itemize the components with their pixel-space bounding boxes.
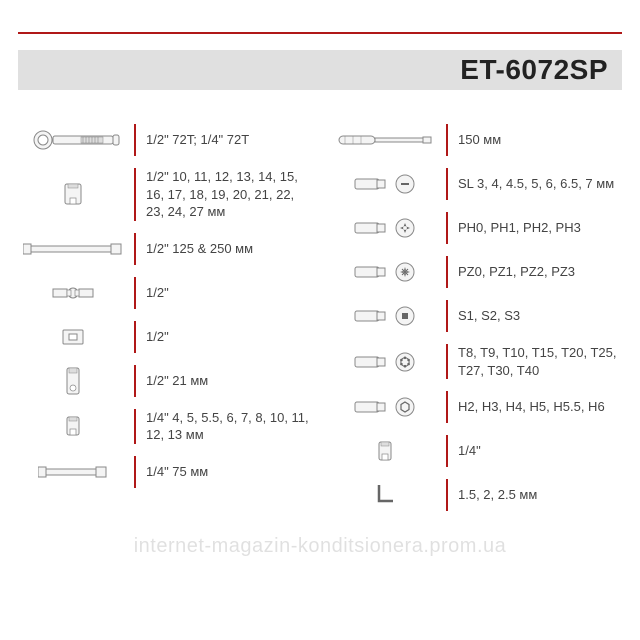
extension-bar-short-icon (18, 466, 128, 478)
spec-text: H2, H3, H4, H5, H5.5, H6 (454, 398, 622, 416)
spec-row: T8, T9, T10, T15, T20, T25, T27, T30, T4… (330, 338, 622, 385)
row-divider (440, 256, 454, 288)
bit-hex-icon (330, 397, 440, 417)
spec-text: PZ0, PZ1, PZ2, PZ3 (454, 263, 622, 281)
row-divider (440, 344, 454, 379)
row-divider (128, 168, 142, 221)
spark-plug-socket-icon (18, 366, 128, 396)
spec-text: 1/4" 75 мм (142, 463, 310, 481)
spec-text: 1/2" 10, 11, 12, 13, 14, 15, 16, 17, 18,… (142, 168, 310, 221)
spec-text: S1, S2, S3 (454, 307, 622, 325)
universal-joint-icon (18, 283, 128, 303)
bit-pozi-icon (330, 262, 440, 282)
spec-row: PZ0, PZ1, PZ2, PZ3 (330, 250, 622, 294)
spec-text: 150 мм (454, 131, 622, 149)
top-rule (18, 32, 622, 34)
spec-row: S1, S2, S3 (330, 294, 622, 338)
spec-row: 1/4" (330, 429, 622, 473)
spec-row: 1/4" 4, 5, 5.5, 6, 7, 8, 10, 11, 12, 13 … (18, 403, 310, 450)
spec-row: H2, H3, H4, H5, H5.5, H6 (330, 385, 622, 429)
row-divider (128, 321, 142, 353)
spec-row: 1/2" (18, 315, 310, 359)
extension-bar-long-icon (18, 242, 128, 256)
bit-phillips-icon (330, 218, 440, 238)
spec-text: 1/2" 21 мм (142, 372, 310, 390)
spec-row: 1/4" 75 мм (18, 450, 310, 494)
spec-row: 1/2" 72T; 1/4" 72T (18, 118, 310, 162)
bit-slot-icon (330, 174, 440, 194)
socket-small-icon (18, 414, 128, 438)
screwdriver-icon (330, 132, 440, 148)
spec-text: 1/2" (142, 328, 310, 346)
bit-square-icon (330, 306, 440, 326)
spec-row: PH0, PH1, PH2, PH3 (330, 206, 622, 250)
spec-text: 1/2" (142, 284, 310, 302)
hex-key-icon (330, 481, 440, 509)
spec-row: 1/2" (18, 271, 310, 315)
row-divider (128, 456, 142, 488)
spec-text: 1.5, 2, 2.5 мм (454, 486, 622, 504)
row-divider (128, 124, 142, 156)
spec-text: PH0, PH1, PH2, PH3 (454, 219, 622, 237)
page-title: ET-6072SP (460, 54, 608, 86)
spec-row: 1.5, 2, 2.5 мм (330, 473, 622, 517)
row-divider (440, 391, 454, 423)
spec-text: SL 3, 4, 4.5, 5, 6, 6.5, 7 мм (454, 175, 622, 193)
content-area: 1/2" 72T; 1/4" 72T 1/2" 10, 11, 12, 13, … (18, 118, 622, 580)
spec-row: SL 3, 4, 4.5, 5, 6, 6.5, 7 мм (330, 162, 622, 206)
row-divider (128, 365, 142, 397)
row-divider (128, 409, 142, 444)
row-divider (440, 212, 454, 244)
spec-row: 1/2" 10, 11, 12, 13, 14, 15, 16, 17, 18,… (18, 162, 310, 227)
right-column: 150 мм SL 3, 4, 4.5, 5, 6, 6.5, 7 мм PH0… (330, 118, 622, 580)
header-bar: ET-6072SP (18, 50, 622, 90)
spec-text: 1/2" 125 & 250 мм (142, 240, 310, 258)
spec-row: 150 мм (330, 118, 622, 162)
spec-row: 1/2" 21 мм (18, 359, 310, 403)
socket-large-icon (18, 180, 128, 208)
row-divider (128, 233, 142, 265)
adapter-square-icon (18, 327, 128, 347)
row-divider (440, 124, 454, 156)
row-divider (440, 479, 454, 511)
left-column: 1/2" 72T; 1/4" 72T 1/2" 10, 11, 12, 13, … (18, 118, 310, 580)
bit-torx-icon (330, 352, 440, 372)
spec-text: T8, T9, T10, T15, T20, T25, T27, T30, T4… (454, 344, 622, 379)
row-divider (128, 277, 142, 309)
row-divider (440, 435, 454, 467)
row-divider (440, 300, 454, 332)
spec-text: 1/4" (454, 442, 622, 460)
spec-text: 1/4" 4, 5, 5.5, 6, 7, 8, 10, 11, 12, 13 … (142, 409, 310, 444)
spec-row: 1/2" 125 & 250 мм (18, 227, 310, 271)
ratchet-icon (18, 129, 128, 151)
spec-text: 1/2" 72T; 1/4" 72T (142, 131, 310, 149)
row-divider (440, 168, 454, 200)
socket-small2-icon (330, 439, 440, 463)
